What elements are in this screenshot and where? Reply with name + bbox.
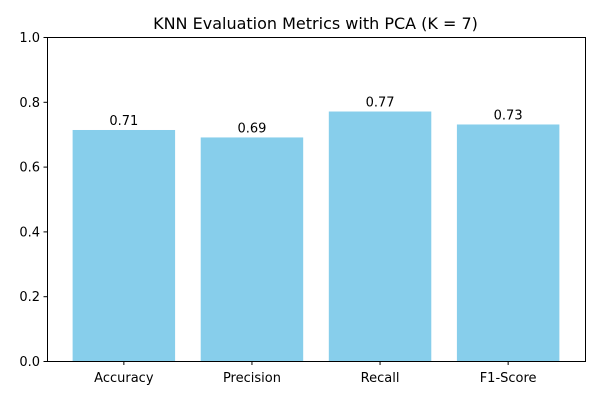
data-label: 0.69: [237, 121, 266, 136]
x-tick-label: Accuracy: [94, 371, 154, 386]
x-tick-label: F1-Score: [480, 371, 537, 386]
x-axis: Accuracy Precision Recall F1-Score: [94, 361, 537, 386]
bars-layer: [72, 111, 560, 362]
y-tick-label: 0.8: [19, 96, 40, 111]
chart-title: KNN Evaluation Metrics with PCA (K = 7): [153, 14, 478, 33]
data-label: 0.77: [366, 96, 395, 111]
y-tick-label: 1.0: [19, 31, 40, 46]
data-label: 0.71: [109, 114, 138, 129]
y-tick-label: 0.2: [19, 290, 40, 305]
x-tick-label: Recall: [361, 371, 400, 386]
y-tick-label: 0.4: [19, 225, 40, 240]
data-label: 0.73: [494, 108, 523, 123]
bar-f1-score: [456, 124, 560, 361]
bar-recall: [328, 111, 432, 362]
y-tick-label: 0.6: [19, 161, 40, 176]
y-axis: 0.0 0.2 0.4 0.6 0.8 1.0: [19, 31, 48, 370]
plot-frame: [47, 37, 586, 362]
x-tick-label: Precision: [223, 371, 281, 386]
data-labels-layer: 0.71 0.69 0.77 0.73: [109, 96, 522, 137]
bar-precision: [200, 137, 304, 361]
bar-accuracy: [72, 129, 176, 361]
y-tick-label: 0.0: [19, 355, 40, 370]
